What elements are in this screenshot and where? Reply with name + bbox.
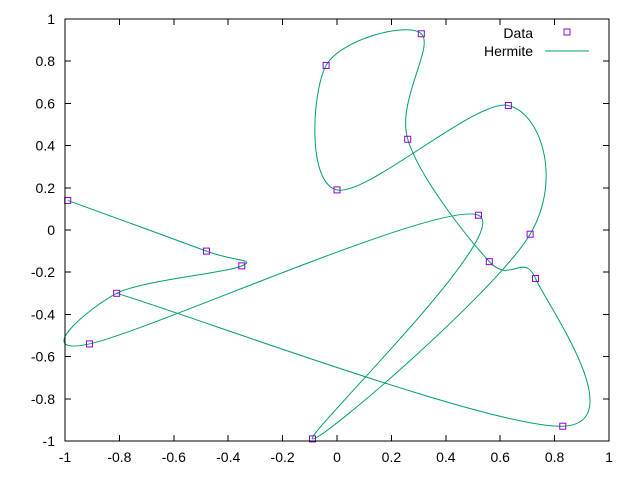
y-tick-label: 0.6 <box>36 95 56 111</box>
y-tick-label: -1 <box>43 433 56 449</box>
x-tick-label: -0.6 <box>162 449 186 465</box>
data-point <box>474 211 482 219</box>
x-tick-label: 0 <box>333 449 341 465</box>
x-tick-label: -0.8 <box>107 449 131 465</box>
x-tick-label: 0.2 <box>382 449 402 465</box>
y-tick-label: -0.4 <box>31 306 55 322</box>
x-tick-label: 1 <box>605 449 613 465</box>
y-tick-label: 0.2 <box>36 180 56 196</box>
plot-frame <box>64 18 610 442</box>
y-tick-label: -0.2 <box>31 264 55 280</box>
data-point <box>485 258 493 266</box>
data-point <box>526 230 534 238</box>
data-point <box>113 289 121 297</box>
legend-marker-data <box>563 28 571 36</box>
data-point <box>309 435 317 443</box>
y-tick-label: 0.4 <box>36 138 56 154</box>
y-tick-label: -0.6 <box>31 349 55 365</box>
x-tick-label: 0.6 <box>490 449 510 465</box>
legend-label-data: Data <box>503 25 533 41</box>
x-tick-label: -0.2 <box>271 449 295 465</box>
x-tick-label: -1 <box>59 449 72 465</box>
y-tick-label: 0 <box>47 222 55 238</box>
x-tick-label: -0.4 <box>216 449 240 465</box>
data-point <box>504 102 512 110</box>
plot-markers <box>64 30 567 443</box>
legend: Data Hermite <box>484 25 589 59</box>
plot-curves <box>63 29 591 440</box>
data-point <box>202 247 210 255</box>
y-axis: -1 -0.8 -0.6 -0.4 -0.2 0 0.2 0.4 0.6 0.8 1 <box>31 11 609 449</box>
y-tick-label: 0.8 <box>36 53 56 69</box>
data-point <box>559 422 567 430</box>
y-tick-label: -0.8 <box>31 391 55 407</box>
data-point <box>417 30 425 38</box>
data-point <box>532 275 540 283</box>
x-tick-label: 0.4 <box>436 449 456 465</box>
hermite-series-line <box>63 29 591 440</box>
x-axis: -1 -0.8 -0.6 -0.4 -0.2 0 0.2 0.4 0.6 0.8 1 <box>59 19 613 465</box>
y-tick-label: 1 <box>47 11 55 27</box>
data-point <box>322 61 330 69</box>
data-point <box>404 135 412 143</box>
legend-label-hermite: Hermite <box>484 43 533 59</box>
data-point <box>333 186 341 194</box>
data-point <box>85 340 93 348</box>
data-point <box>238 262 246 270</box>
x-tick-label: 0.8 <box>545 449 565 465</box>
